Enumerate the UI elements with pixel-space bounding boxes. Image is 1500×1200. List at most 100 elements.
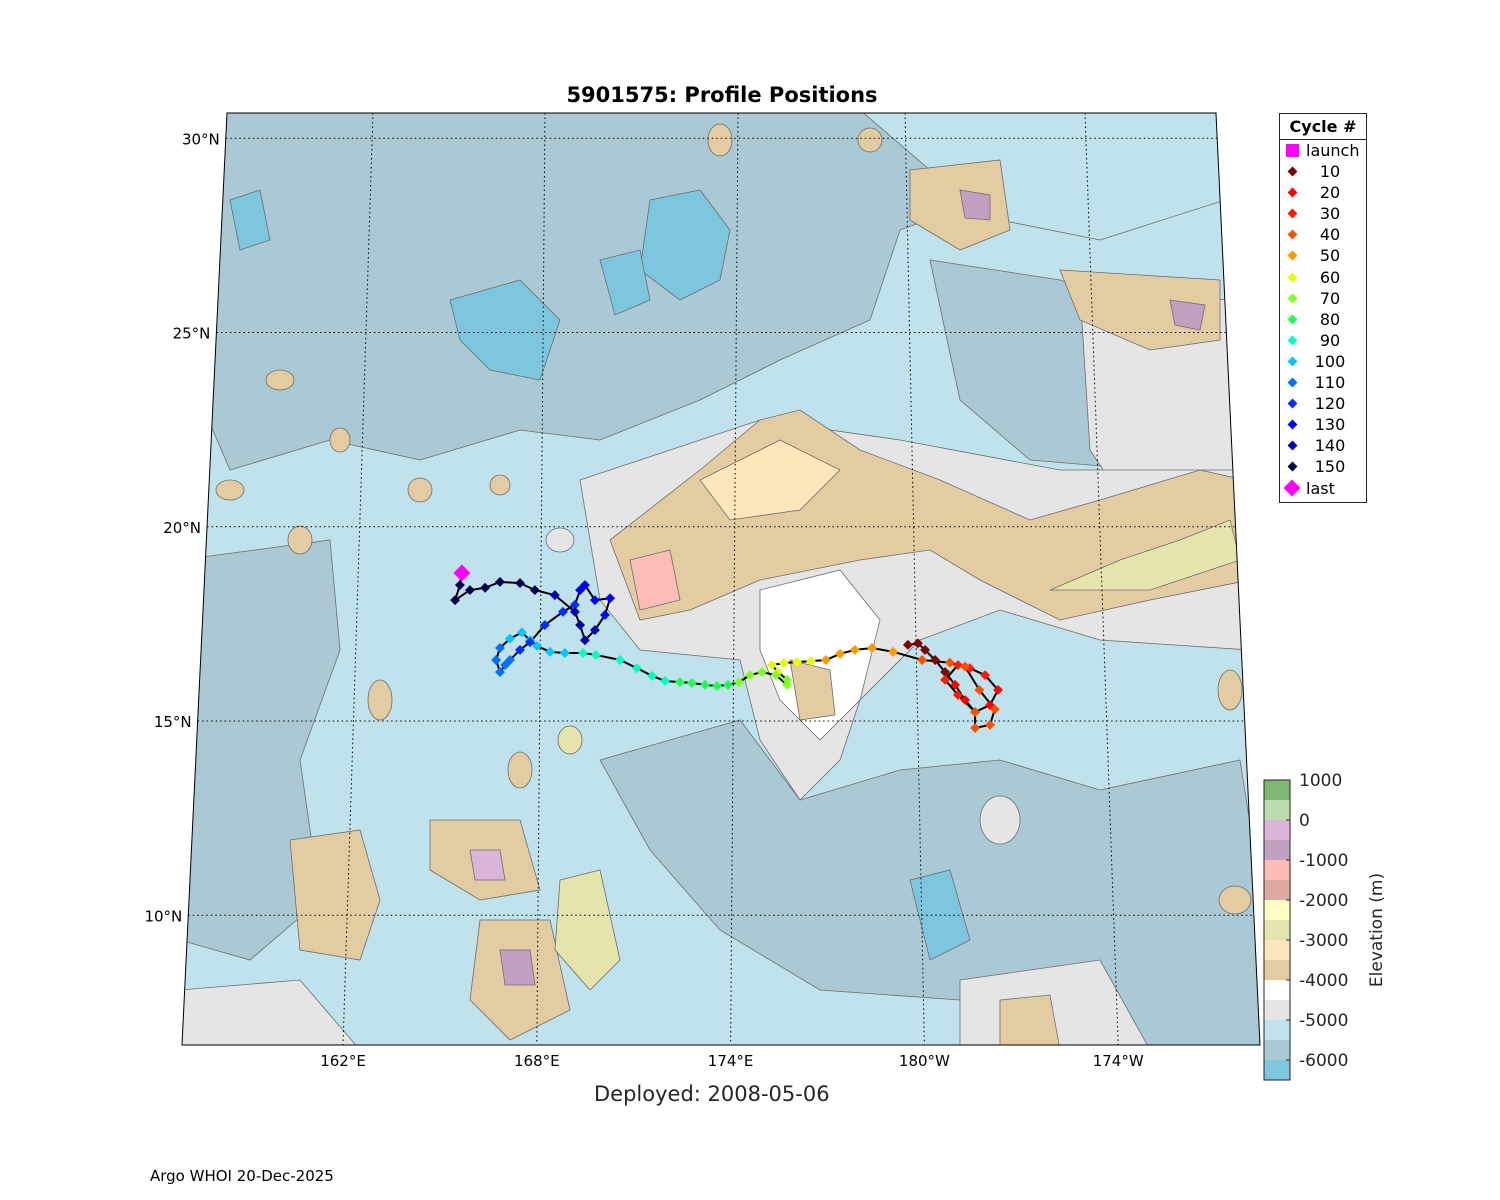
profile-marker[interactable] bbox=[615, 655, 626, 665]
profile-marker[interactable] bbox=[723, 679, 733, 690]
profile-marker[interactable] bbox=[940, 674, 951, 685]
profile-marker[interactable] bbox=[980, 670, 991, 681]
profile-marker[interactable] bbox=[516, 627, 527, 638]
colorbar-band bbox=[1264, 880, 1290, 900]
profile-marker[interactable] bbox=[495, 667, 505, 677]
profile-marker[interactable] bbox=[756, 667, 767, 677]
profile-marker[interactable] bbox=[529, 585, 540, 596]
profile-marker[interactable] bbox=[491, 655, 502, 665]
profile-marker[interactable] bbox=[806, 656, 816, 667]
profile-marker[interactable] bbox=[850, 644, 860, 655]
profile-marker[interactable] bbox=[700, 679, 711, 690]
profile-marker[interactable] bbox=[782, 674, 793, 685]
profile-marker[interactable] bbox=[835, 648, 846, 659]
profile-marker[interactable] bbox=[579, 635, 590, 646]
lat-tick-label: 15°N bbox=[154, 713, 192, 731]
profile-marker[interactable] bbox=[647, 670, 658, 681]
profile-marker[interactable] bbox=[454, 580, 465, 590]
legend-label: 40 bbox=[1319, 225, 1341, 245]
profile-marker[interactable] bbox=[569, 599, 580, 610]
profile-marker[interactable] bbox=[930, 655, 941, 665]
graticule bbox=[188, 112, 1254, 1046]
profile-marker[interactable] bbox=[960, 695, 971, 705]
legend-label: launch bbox=[1306, 141, 1360, 160]
profile-marker[interactable] bbox=[525, 637, 535, 648]
legend-item: 150 bbox=[1280, 456, 1366, 477]
profile-marker[interactable] bbox=[505, 633, 515, 644]
legend-label: 110 bbox=[1314, 373, 1346, 393]
profile-marker[interactable] bbox=[912, 638, 923, 649]
profile-marker[interactable] bbox=[575, 620, 586, 630]
profile-marker[interactable] bbox=[778, 658, 789, 669]
legend-item: 110 bbox=[1280, 372, 1366, 393]
profile-marker[interactable] bbox=[993, 684, 1003, 695]
profile-marker[interactable] bbox=[605, 593, 616, 604]
profile-marker[interactable] bbox=[660, 676, 670, 686]
profile-marker[interactable] bbox=[782, 679, 793, 690]
colorbar-tick-label: 1000 bbox=[1299, 771, 1342, 791]
profile-marker[interactable] bbox=[734, 677, 744, 688]
profile-marker[interactable] bbox=[674, 677, 685, 688]
profile-marker[interactable] bbox=[953, 690, 963, 700]
profile-marker[interactable] bbox=[558, 606, 568, 617]
profile-marker[interactable] bbox=[515, 578, 525, 589]
profile-marker[interactable] bbox=[480, 582, 491, 593]
profile-marker[interactable] bbox=[974, 684, 985, 695]
profile-marker[interactable] bbox=[464, 585, 475, 596]
profile-marker[interactable] bbox=[960, 661, 971, 672]
diamond-marker-icon bbox=[1287, 398, 1298, 409]
elevation-colorbar: 1000 0 -1000 -2000 -3000 -4000 -5000 -6000 Eleva… bbox=[1263, 771, 1387, 1081]
profile-marker[interactable] bbox=[770, 670, 781, 681]
profile-marker[interactable] bbox=[569, 606, 580, 617]
legend-item: launch bbox=[1280, 140, 1366, 161]
profile-marker[interactable] bbox=[985, 719, 995, 730]
chart-title: 5901575: Profile Positions bbox=[0, 83, 1500, 107]
profile-marker[interactable] bbox=[953, 660, 963, 671]
profile-marker[interactable] bbox=[450, 595, 461, 606]
profile-marker[interactable] bbox=[579, 580, 590, 590]
colorbar-band bbox=[1264, 940, 1290, 960]
diamond-marker-icon bbox=[1283, 479, 1301, 496]
profile-marker[interactable] bbox=[495, 643, 505, 653]
profile-marker[interactable] bbox=[766, 660, 777, 671]
profile-marker[interactable] bbox=[549, 590, 560, 601]
profile-marker[interactable] bbox=[539, 620, 550, 630]
colorbar-tick-label: -5000 bbox=[1299, 1011, 1348, 1031]
profile-marker[interactable] bbox=[920, 644, 930, 655]
profile-marker[interactable] bbox=[600, 609, 610, 620]
profile-marker[interactable] bbox=[532, 641, 543, 651]
colorbar-frame bbox=[1263, 779, 1291, 1081]
profile-marker[interactable] bbox=[867, 643, 878, 653]
profile-marker[interactable] bbox=[917, 655, 928, 665]
legend-label: 80 bbox=[1319, 309, 1341, 329]
profile-marker[interactable] bbox=[559, 648, 570, 658]
profile-marker[interactable] bbox=[745, 670, 755, 681]
profile-marker[interactable] bbox=[950, 679, 961, 690]
profile-marker[interactable] bbox=[712, 681, 722, 691]
profile-marker[interactable] bbox=[989, 704, 1000, 715]
profile-marker[interactable] bbox=[944, 657, 955, 668]
profile-marker[interactable] bbox=[820, 655, 831, 665]
profile-marker[interactable] bbox=[495, 576, 505, 587]
profile-marker[interactable] bbox=[970, 707, 981, 718]
diamond-marker-icon bbox=[1287, 419, 1298, 430]
profile-marker[interactable] bbox=[970, 723, 981, 733]
profile-marker[interactable] bbox=[545, 646, 555, 657]
profile-marker[interactable] bbox=[902, 639, 913, 650]
profile-marker[interactable] bbox=[578, 648, 588, 658]
last-position-marker[interactable] bbox=[453, 564, 471, 582]
lon-tick-label: 168°E bbox=[514, 1052, 560, 1070]
profile-marker[interactable] bbox=[940, 667, 951, 677]
profile-marker[interactable] bbox=[590, 650, 601, 660]
profile-marker[interactable] bbox=[792, 656, 803, 667]
diamond-marker-icon bbox=[1287, 293, 1298, 304]
legend-item: 100 bbox=[1280, 351, 1366, 372]
profile-marker[interactable] bbox=[589, 595, 600, 606]
profile-marker[interactable] bbox=[888, 646, 899, 657]
profile-marker[interactable] bbox=[589, 625, 600, 636]
profile-marker[interactable] bbox=[505, 655, 515, 665]
profile-marker[interactable] bbox=[686, 677, 697, 688]
profile-marker[interactable] bbox=[515, 644, 525, 655]
profile-marker[interactable] bbox=[631, 663, 642, 674]
